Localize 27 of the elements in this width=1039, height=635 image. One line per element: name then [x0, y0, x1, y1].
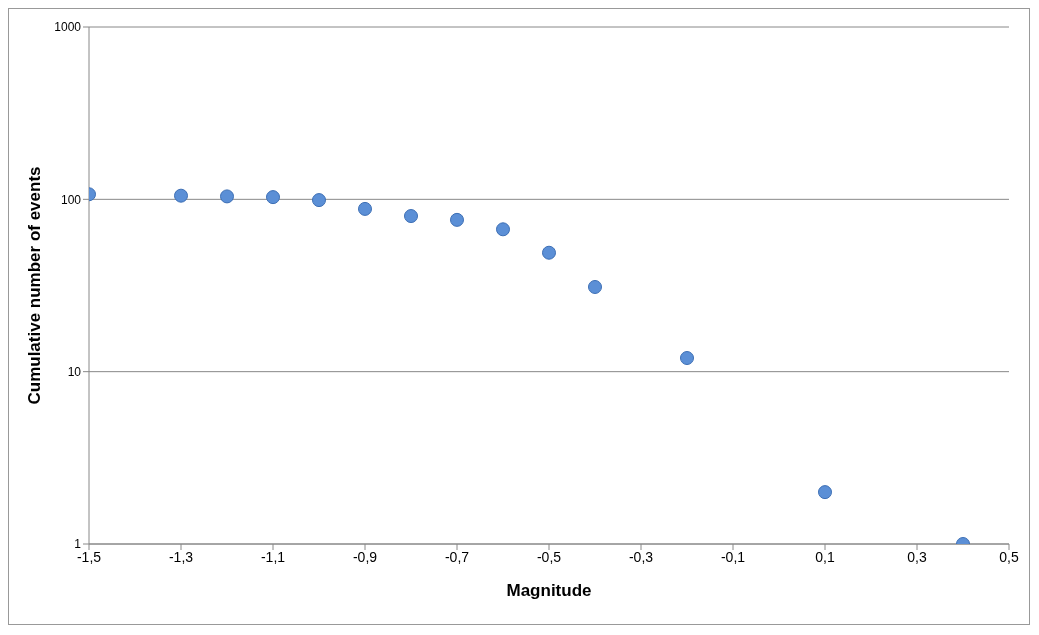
point [266, 190, 280, 205]
point [588, 279, 602, 294]
x-tick-label: -1,1 [260, 548, 286, 565]
point [220, 189, 234, 204]
x-tick-label: -0,7 [444, 548, 470, 565]
x-tick-label: -0,5 [536, 548, 562, 565]
x-tick-label: -0,3 [628, 548, 654, 565]
point [818, 485, 832, 500]
point [450, 212, 464, 227]
point [174, 188, 188, 203]
x-tick-label: 0,1 [815, 548, 835, 565]
point [496, 222, 510, 237]
point [542, 245, 556, 260]
point [312, 193, 326, 208]
x-tick-label: -0,9 [352, 548, 378, 565]
point [680, 351, 694, 366]
y-tick-label: 1000 [54, 20, 82, 35]
point [358, 201, 372, 216]
y-tick-label: 100 [60, 192, 82, 207]
y-axis-title: Cumulative number of events [25, 166, 45, 405]
x-tick-label: -0,1 [720, 548, 746, 565]
point [404, 209, 418, 224]
x-tick-label: -1,3 [168, 548, 194, 565]
x-tick-label: 0,5 [999, 548, 1019, 565]
x-tick-label: 0,3 [907, 548, 927, 565]
x-axis-title: Magnitude [506, 581, 592, 600]
y-tick-label: 10 [67, 364, 82, 379]
